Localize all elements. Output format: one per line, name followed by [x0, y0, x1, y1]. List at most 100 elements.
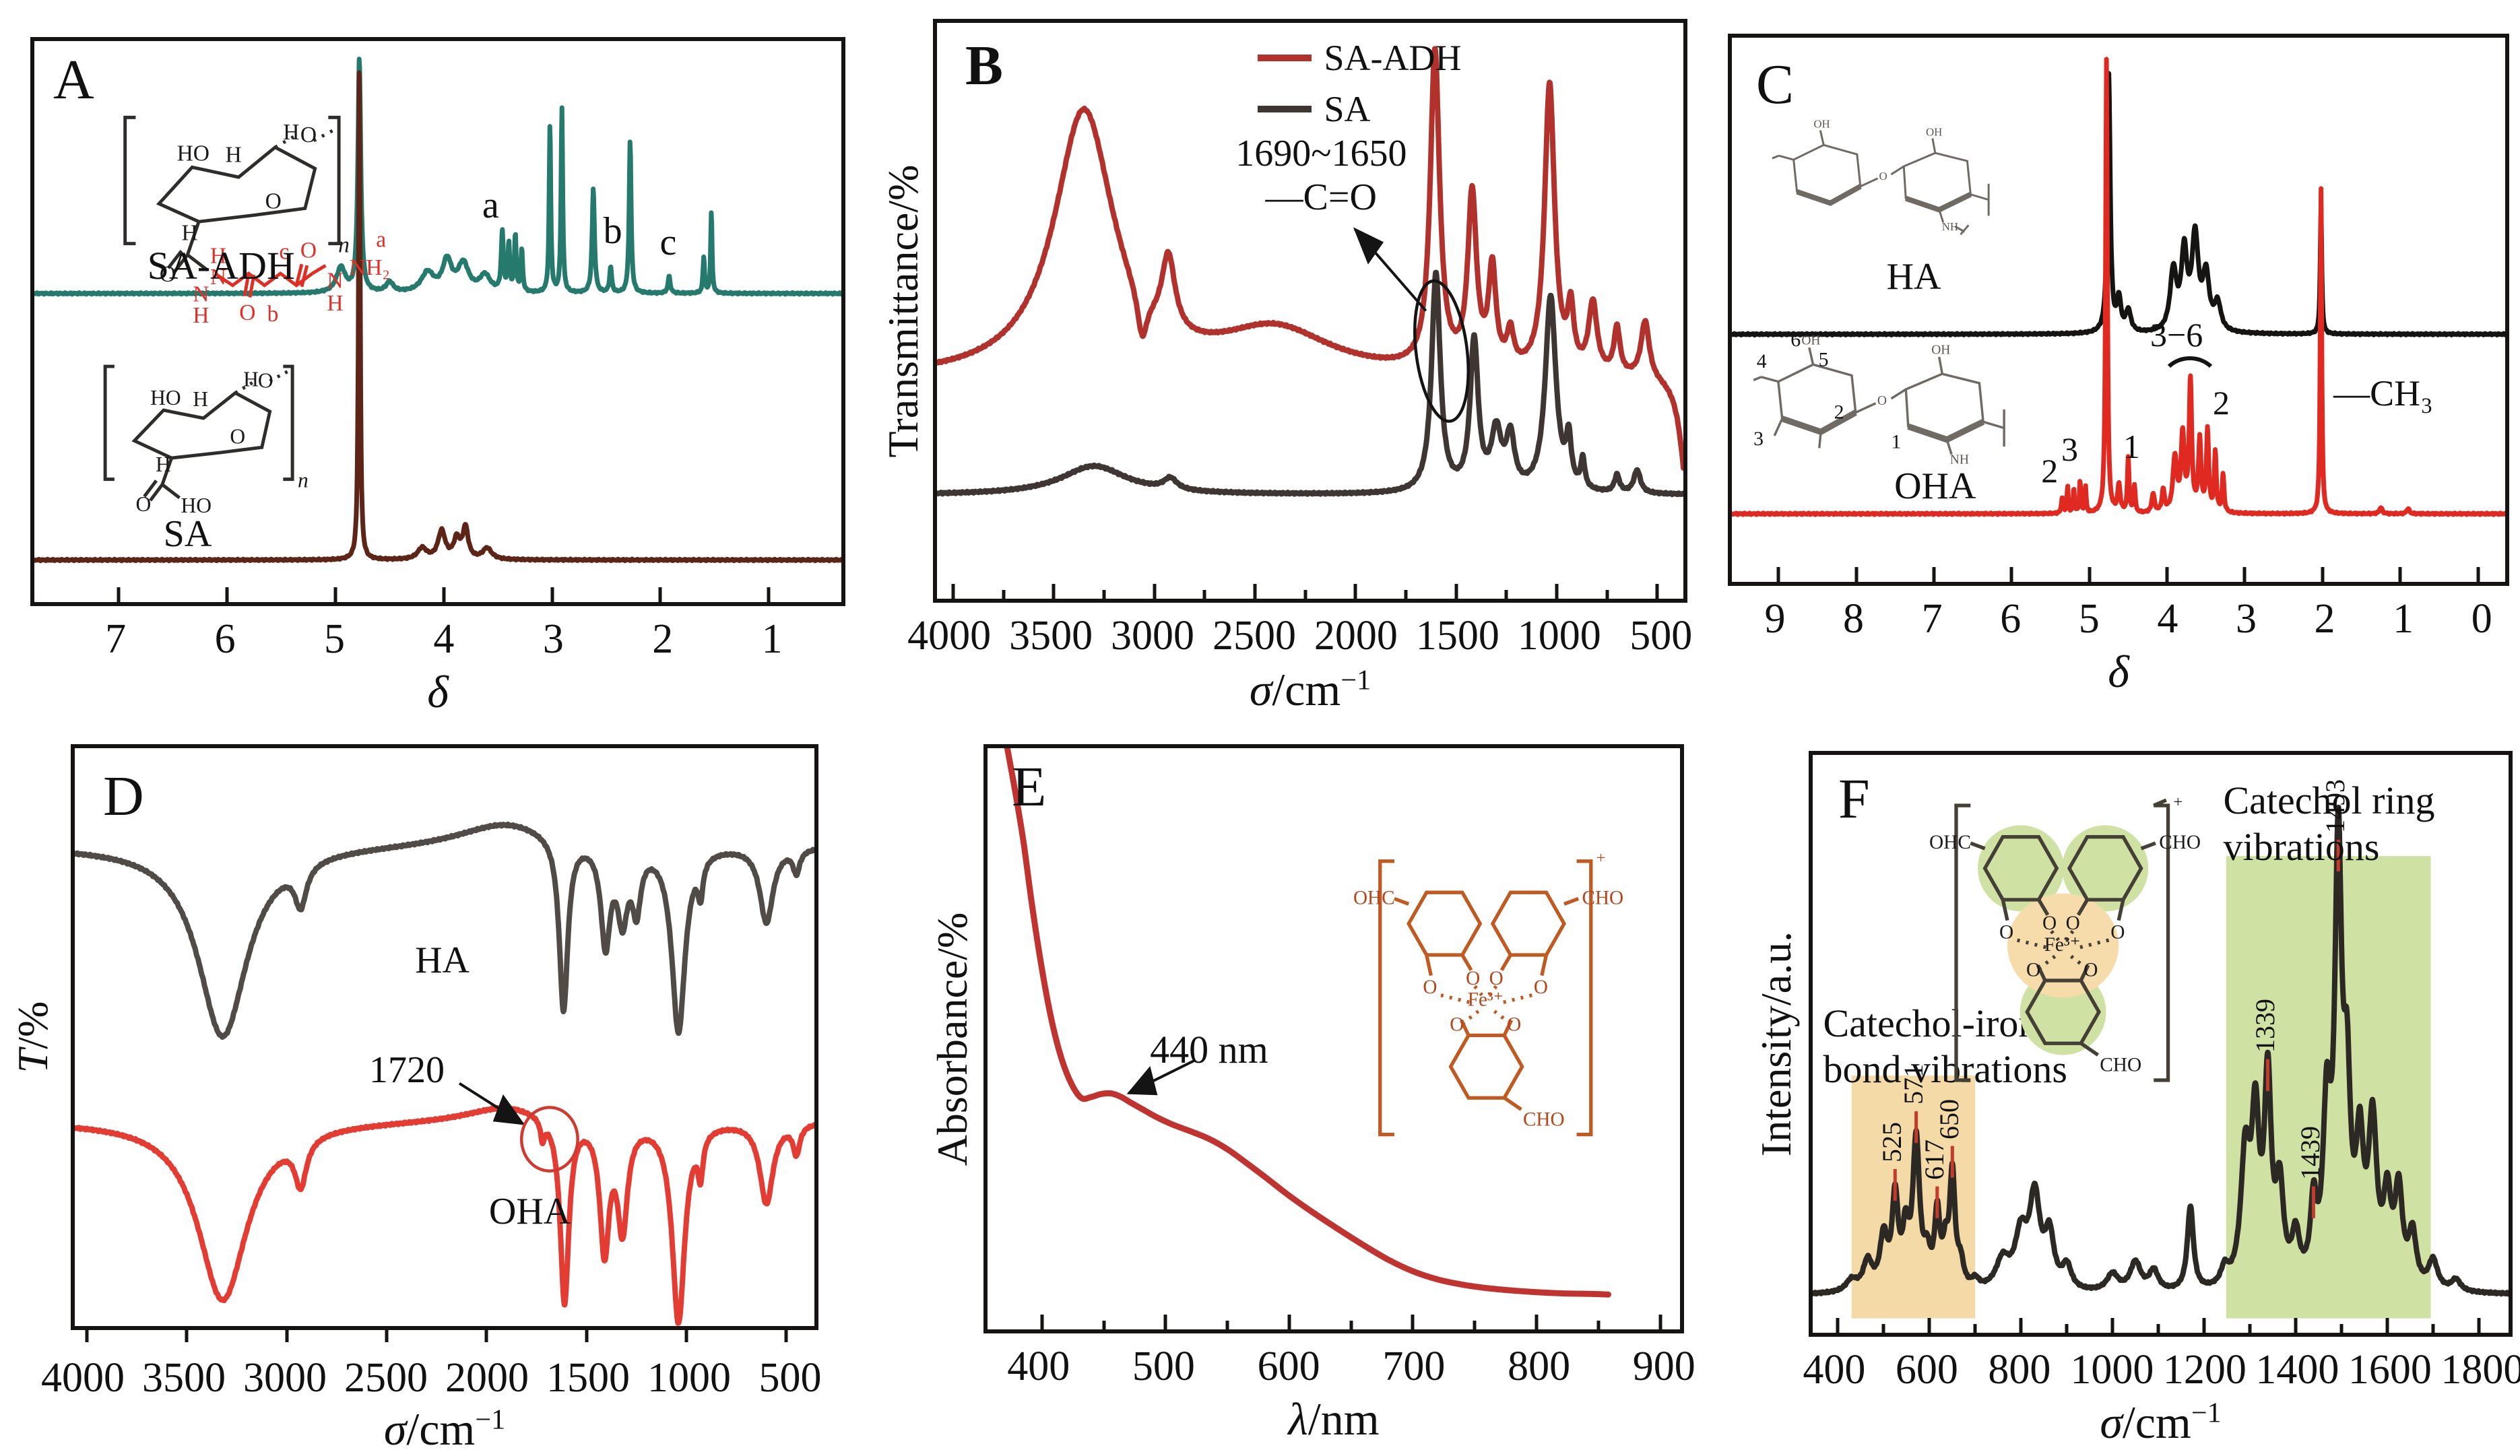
x-tick-label: 600	[1257, 1344, 1320, 1389]
x-tick-labels-d: 4000 3500 3000 2500 2000 1500 1000 500	[41, 1354, 822, 1401]
x-tick-label: 800	[1508, 1344, 1571, 1389]
legend-swatch-sa	[1258, 106, 1312, 113]
molecule-name-ha: HA	[1886, 256, 1941, 298]
x-tick-label: 6	[214, 616, 236, 662]
unit-text: /nm	[1307, 1393, 1380, 1445]
x-tick-labels-f: 400 600 800 1000 1200 1400 1600 1800	[1803, 1346, 2520, 1393]
x-tick-label: 1200	[2162, 1347, 2247, 1393]
x-tick-labels-e: 400 500 600 700 800 900	[983, 1343, 1695, 1390]
legend-item-sa: SA	[1258, 88, 1461, 130]
plot-box-b: B SA-ADH SA 1690~1650 —C=O	[933, 19, 1687, 603]
panel-letter-f: F	[1838, 768, 1870, 830]
x-tick-label: 500	[1629, 613, 1693, 659]
panel-d-ftir-ha-oha: D HA OHA 1720 T/% 4000 3500 3000 2500 2000 15…	[9, 744, 822, 1455]
x-tick-label: 2500	[1212, 613, 1296, 659]
molecule-name-sa-adh: SA-ADH	[147, 243, 295, 288]
legend-item-sa-adh: SA-ADH	[1258, 37, 1461, 79]
label-line: Catechol ring	[2223, 779, 2435, 823]
x-axis-title-f: σ/cm−1	[2100, 1396, 2221, 1449]
x-tick-label: 7	[1921, 596, 1943, 642]
spectrum-plot-f	[1813, 755, 2509, 1319]
panel-letter-e: E	[1012, 756, 1047, 818]
peak-label-3-6: 3−6	[2150, 316, 2203, 354]
molecule-name-oha: OHA	[1894, 465, 1976, 508]
peak-label-a: a	[482, 185, 499, 227]
x-tick-labels-b: 4000 3500 3000 2500 2000 1500 1000 500	[907, 612, 1692, 659]
x-tick-label: 1	[761, 616, 783, 662]
t-symbol: T	[9, 1049, 57, 1073]
x-tick-label: 4000	[907, 613, 992, 659]
x-tick-labels-c: 9 8 7 6 5 4 3 2 1 0	[1728, 595, 2509, 642]
plot-box-f: 525 571 617 650 1339 1439 1493 F Catechol ring…	[1809, 751, 2513, 1337]
molecule-name-sa: SA	[163, 512, 212, 555]
x-tick-label: 1000	[1517, 613, 1601, 659]
x-tick-label: 2000	[445, 1355, 529, 1401]
label-line: bond vibrations	[1823, 1047, 2067, 1092]
peak-label-2b: 2	[2213, 384, 2230, 422]
axis-tick	[85, 1329, 89, 1342]
axis-tick	[285, 1329, 289, 1342]
legend-label-sa: SA	[1324, 89, 1371, 130]
x-tick-label: 8	[1843, 596, 1865, 642]
x-tick-label: 2500	[344, 1355, 428, 1401]
plot-box-d: D HA OHA 1720	[71, 744, 818, 1342]
x-axis-title-c: δ	[2108, 646, 2129, 697]
x-tick-label: 1500	[1415, 613, 1499, 659]
curve-label-oha: OHA	[488, 1191, 571, 1233]
x-axis-title-e: λ/nm	[1288, 1393, 1379, 1446]
annotation-wavenumber-range: 1690~1650	[1235, 133, 1407, 175]
catechol-ring-label: Catechol ring vibrations	[2223, 778, 2434, 870]
x-tick-label: 700	[1382, 1344, 1446, 1389]
spectrum-plot-b	[937, 23, 1683, 599]
peak-label-b: b	[603, 209, 622, 252]
peak-label-1: 1	[2123, 427, 2140, 465]
spectrum-plot-c	[1732, 38, 2505, 582]
y-axis-title-e: Absorbance/%	[928, 912, 976, 1166]
x-tick-label: 3	[2235, 596, 2257, 642]
spectrum-plot-d	[75, 748, 814, 1326]
x-tick-label: 1000	[647, 1355, 731, 1401]
panel-c-nmr-ha-oha: C OH OH	[1728, 34, 2509, 697]
figure: A HO H H H O	[9, 19, 2520, 1455]
x-tick-label: 3500	[1009, 613, 1093, 659]
x-tick-label: 5	[324, 616, 346, 662]
annotation-440nm: 440 nm	[1150, 1028, 1268, 1072]
plot-box-a: A HO H H H O	[30, 37, 845, 606]
panel-b-ftir-sa-adh: B SA-ADH SA 1690~1650 —C=O	[879, 19, 1692, 715]
annotation-carbonyl-group: —C=O	[1265, 176, 1377, 218]
y-axis-title-f: Intensity/a.u.	[1752, 931, 1800, 1157]
axis-tick	[185, 1329, 189, 1342]
x-axis-title-a: δ	[427, 666, 449, 717]
label-line: Catechol-iron	[1823, 1001, 2038, 1045]
x-tick-label: 2	[652, 616, 674, 662]
spectrum-plot-a	[34, 41, 841, 602]
x-tick-label: 2	[2314, 596, 2335, 642]
unit-exponent: −1	[475, 1403, 506, 1436]
legend-swatch-sa-adh	[1258, 55, 1312, 62]
unit-exponent: −1	[2191, 1397, 2222, 1429]
x-tick-label: 7	[105, 616, 127, 662]
x-tick-label: 3500	[142, 1355, 226, 1401]
x-tick-labels-a: 7 6 5 4 3 2 1	[30, 616, 845, 663]
axis-tick	[585, 1329, 589, 1342]
peak-label-ch3: —CH₃	[2333, 372, 2433, 413]
panel-letter-c: C	[1756, 53, 1795, 116]
x-axis-title-b: σ/cm−1	[1250, 663, 1371, 717]
plot-box-c: C OH OH	[1728, 34, 2509, 586]
catechol-iron-label: Catechol-iron bond vibrations	[1823, 1001, 2067, 1093]
panel-letter-a: A	[53, 48, 94, 111]
panel-letter-d: D	[103, 765, 144, 828]
unit-text: /%	[9, 1001, 57, 1049]
peak-range-arc	[2158, 356, 2222, 385]
x-tick-label: 1	[2393, 596, 2414, 642]
x-tick-label: 3000	[1111, 613, 1195, 659]
x-tick-label: 2000	[1314, 613, 1398, 659]
sigma-symbol: σ	[383, 1403, 407, 1455]
peak-label-2: 2	[2041, 452, 2059, 490]
x-tick-label: 500	[1132, 1344, 1195, 1389]
x-tick-label: 0	[2471, 596, 2492, 642]
sigma-symbol: σ	[2100, 1397, 2123, 1448]
x-tick-label: 4000	[41, 1355, 125, 1401]
x-tick-label: 1400	[2255, 1347, 2339, 1393]
panel-letter-b: B	[965, 34, 1004, 97]
